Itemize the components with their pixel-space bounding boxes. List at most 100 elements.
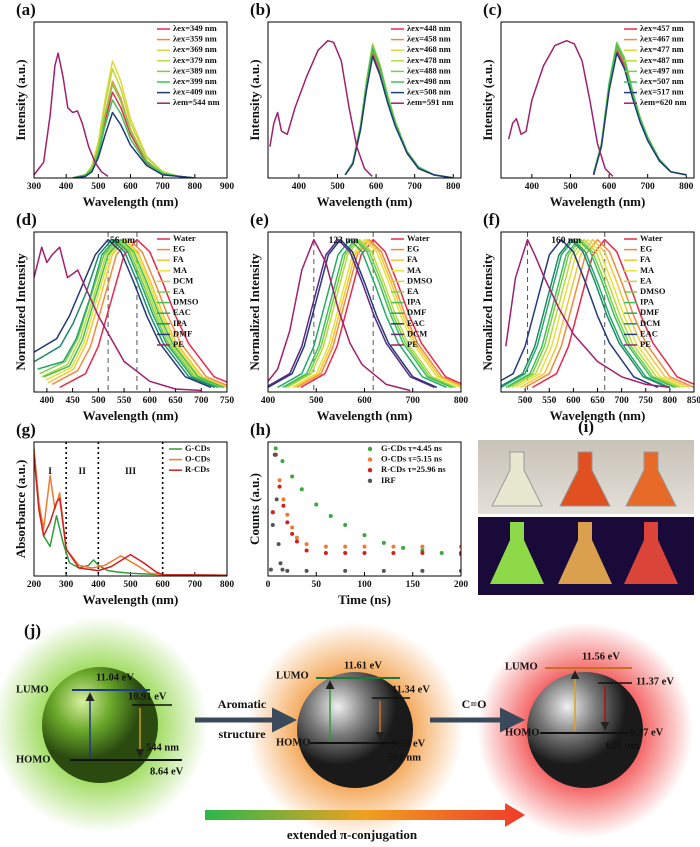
x-tick-label: 500 (309, 396, 324, 406)
energy: 9.37 eV (630, 727, 664, 738)
x-tick-label: 750 (220, 396, 235, 406)
step-label: Aromatic (218, 697, 267, 711)
flask (491, 451, 543, 507)
legend-label: λex=478 nm (407, 55, 451, 65)
x-tick-label: 600 (566, 396, 581, 406)
x-tick-label: 800 (446, 182, 461, 192)
chart-panel: (d) Wavelength (nm) Normalized Intensity 40… (13, 210, 235, 423)
legend-label: Water (407, 233, 430, 243)
panel-label: (a) (16, 0, 36, 19)
legend-label: λex=409 nm (173, 87, 217, 97)
legend-label: λex=508 nm (407, 87, 451, 97)
x-tick-label: 450 (65, 396, 80, 406)
data-point (328, 514, 333, 519)
data-point (323, 551, 328, 556)
legend-label: λex=467 nm (640, 34, 684, 44)
shift-annotation: 123 nm (329, 236, 359, 246)
legend-label: EAC (407, 318, 425, 328)
legend-swatch (367, 478, 373, 483)
legend-label: λex=497 nm (640, 65, 684, 75)
legend-label: λem=591 nm (407, 97, 454, 107)
x-tick-label: 400 (40, 396, 55, 406)
chart-panel: (g) Wavelength (nm) Absorbance (a.u.) 200 30… (13, 420, 234, 607)
legend-label: O-CDs (185, 454, 211, 464)
series-line (507, 39, 614, 177)
data-point (314, 502, 319, 507)
x-tick-label: 0 (266, 580, 271, 590)
legend-label: λex=507 nm (640, 76, 684, 86)
x-tick-label: 400 (292, 182, 307, 192)
x-axis-label: Wavelength (nm) (550, 408, 646, 423)
x-tick-label: 400 (525, 182, 540, 192)
region-label: III (125, 467, 136, 477)
series-line (515, 238, 685, 389)
x-tick-label: 600 (156, 580, 171, 590)
data-point (362, 544, 367, 549)
x-tick-label: 100 (357, 580, 372, 590)
x-tick-label: 900 (220, 182, 235, 192)
series-line (505, 238, 670, 389)
panel-label: (c) (483, 0, 502, 19)
series-line (43, 238, 225, 389)
legend-label: PE (173, 339, 184, 349)
series-line (296, 238, 461, 389)
legend-label: FA (407, 254, 419, 264)
data-point (343, 522, 348, 527)
homo-label: HOMO (505, 727, 539, 738)
sphere (42, 667, 158, 783)
series-line (51, 238, 227, 387)
x-tick-label: 700 (156, 182, 171, 192)
series-line (41, 238, 223, 389)
data-point (294, 535, 299, 540)
x-tick-label: 800 (663, 396, 678, 406)
x-axis-label: Wavelength (nm) (550, 194, 646, 209)
data-point (274, 497, 279, 502)
data-point (280, 567, 285, 572)
x-tick-label: 200 (27, 580, 42, 590)
x-tick-label: 550 (117, 396, 132, 406)
photo-panel: (i) (478, 417, 694, 595)
flask (624, 522, 678, 584)
legend-label: R-CDs (185, 464, 210, 474)
x-tick-label: 300 (59, 580, 74, 590)
x-tick-label: 600 (143, 396, 158, 406)
legend-label: λex=468 nm (407, 44, 451, 54)
legend-label: λex=349 nm (173, 23, 217, 33)
plot-area (268, 232, 461, 392)
data-point (362, 533, 367, 538)
data-point (343, 568, 348, 573)
x-tick-label: 550 (542, 396, 557, 406)
data-point (304, 542, 309, 547)
panel-label: (e) (250, 210, 269, 229)
series-line (294, 238, 461, 389)
legend-label: DCM (173, 275, 193, 285)
legend-swatch (367, 446, 373, 452)
series-line (511, 238, 681, 389)
plot-area (34, 442, 227, 576)
series-line (34, 238, 212, 389)
data-point (281, 503, 286, 508)
step-label: C=O (462, 697, 487, 711)
series-line (47, 238, 227, 388)
series-line (72, 111, 195, 178)
series-line (592, 52, 687, 176)
data-point (401, 545, 406, 550)
flask (490, 522, 544, 584)
x-tick-label: 800 (220, 580, 235, 590)
x-tick-label: 300 (27, 182, 42, 192)
legend-label: MA (407, 265, 422, 275)
y-axis-label: Intensity (a.u.) (480, 59, 495, 140)
legend-label: Water (640, 233, 663, 243)
legend-label: DMSO (173, 297, 199, 307)
legend-swatch (367, 468, 373, 473)
plot-area (501, 232, 694, 392)
data-point (299, 487, 304, 492)
legend-label: IRF (381, 475, 396, 485)
legend-label: EG (407, 244, 420, 254)
legend-label: λex=369 nm (173, 44, 217, 54)
energy: 8.64 eV (150, 766, 184, 777)
shift-annotation: 56 nm (110, 236, 135, 246)
plot-frame (33, 21, 228, 179)
y-axis-label: Normalized Intensity (480, 253, 495, 371)
